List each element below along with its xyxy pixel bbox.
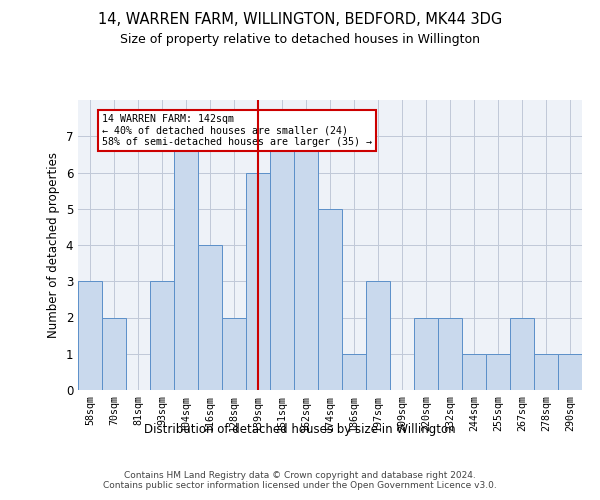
Bar <box>294 136 318 390</box>
Y-axis label: Number of detached properties: Number of detached properties <box>47 152 60 338</box>
Bar <box>366 281 390 390</box>
Bar <box>198 245 222 390</box>
Bar <box>318 209 342 390</box>
Bar <box>102 318 126 390</box>
Text: Distribution of detached houses by size in Willington: Distribution of detached houses by size … <box>144 422 456 436</box>
Bar <box>222 318 246 390</box>
Bar <box>246 172 270 390</box>
Text: 14, WARREN FARM, WILLINGTON, BEDFORD, MK44 3DG: 14, WARREN FARM, WILLINGTON, BEDFORD, MK… <box>98 12 502 28</box>
Bar <box>78 281 102 390</box>
Bar <box>270 136 294 390</box>
Bar <box>486 354 510 390</box>
Bar <box>558 354 582 390</box>
Bar <box>510 318 534 390</box>
Bar <box>438 318 462 390</box>
Text: Contains HM Land Registry data © Crown copyright and database right 2024.
Contai: Contains HM Land Registry data © Crown c… <box>103 470 497 490</box>
Bar <box>534 354 558 390</box>
Bar <box>342 354 366 390</box>
Bar <box>462 354 486 390</box>
Bar <box>150 281 174 390</box>
Text: Size of property relative to detached houses in Willington: Size of property relative to detached ho… <box>120 32 480 46</box>
Bar <box>414 318 438 390</box>
Bar <box>174 136 198 390</box>
Text: 14 WARREN FARM: 142sqm
← 40% of detached houses are smaller (24)
58% of semi-det: 14 WARREN FARM: 142sqm ← 40% of detached… <box>102 114 372 147</box>
